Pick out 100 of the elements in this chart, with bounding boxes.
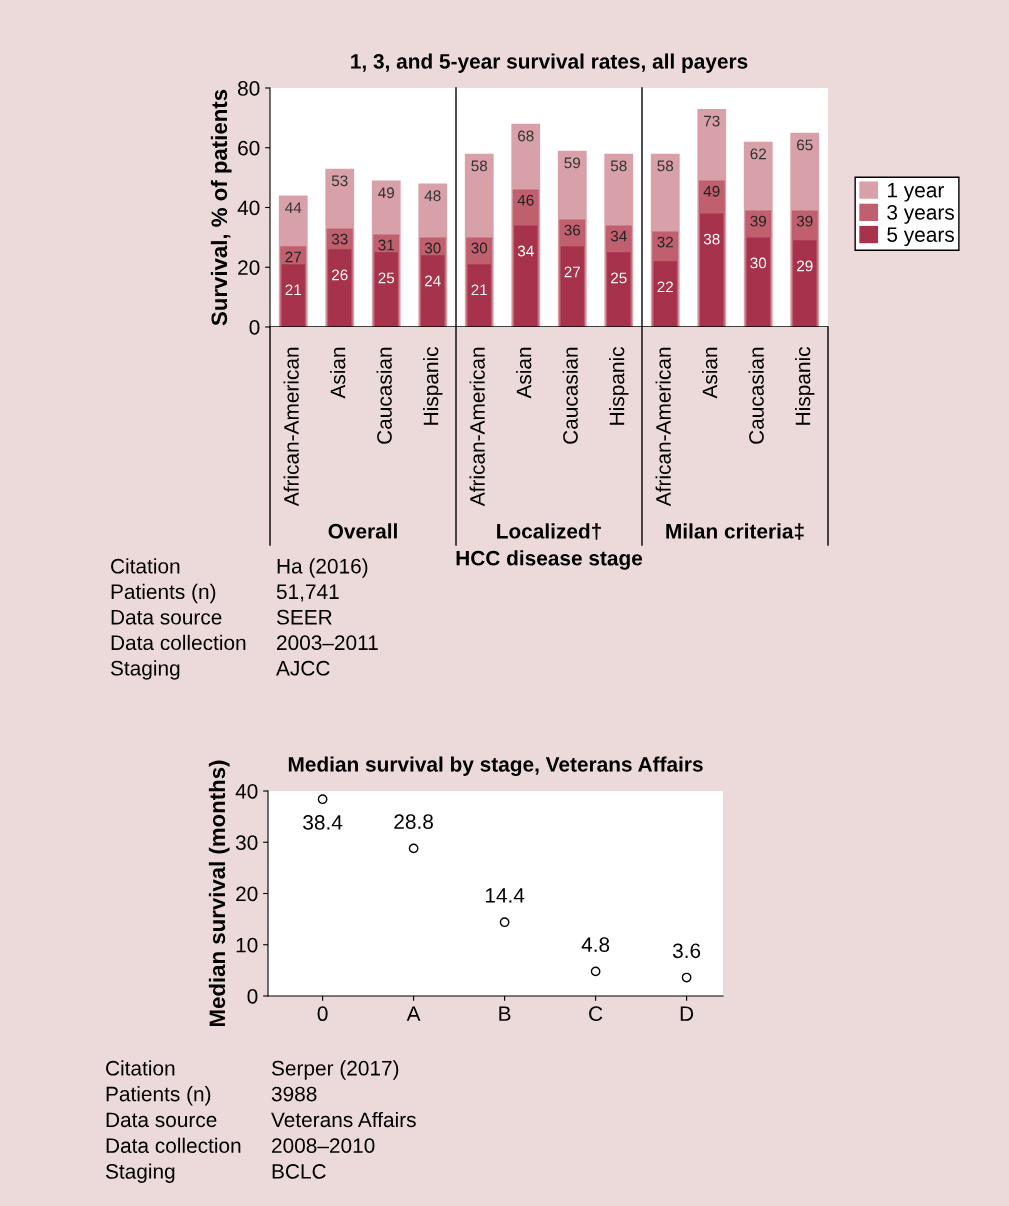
data-label: 21 [285, 284, 301, 296]
bar [746, 237, 770, 327]
point [317, 794, 328, 805]
text: Overall [328, 523, 397, 539]
bar [281, 264, 305, 327]
y-tick-label: 0 [249, 320, 260, 335]
text: 3988 [271, 1086, 317, 1102]
data-label: 46 [517, 194, 534, 206]
data-label: 31 [378, 239, 394, 251]
bar [467, 264, 491, 327]
x-tick-label: Caucasian [376, 347, 392, 444]
y-axis-title: Median survival (months) [208, 760, 230, 1026]
x-tick-label: Asian [702, 347, 718, 399]
text: Staging [105, 1163, 175, 1183]
text: Patients (n) [106, 1086, 211, 1106]
bar [607, 252, 631, 327]
x-tick-label: Hispanic [795, 346, 815, 425]
x-tick-label: A [406, 1006, 421, 1021]
data-label: 30 [471, 242, 488, 254]
point [681, 972, 692, 983]
data-label: 53 [331, 175, 348, 187]
x-tick-label: 0 [317, 1006, 328, 1022]
text: Data source [106, 1112, 217, 1128]
text: Citation [106, 1060, 175, 1076]
bar [421, 255, 445, 327]
y-tick-label: 40 [235, 784, 258, 799]
x-axis-title: HCC disease stage [456, 550, 643, 570]
data-label: 22 [657, 281, 673, 293]
data-label: 39 [796, 215, 813, 227]
data-label: 32 [657, 236, 673, 248]
x-tick-label: Caucasian [562, 347, 578, 444]
text: Staging [110, 660, 180, 680]
bar [700, 213, 724, 327]
data-label: 30 [750, 257, 767, 269]
point [408, 843, 419, 854]
data-label: 44 [285, 202, 302, 213]
data-label: 49 [703, 185, 720, 197]
text: Patients (n) [111, 583, 216, 604]
data-label: 28.8 [394, 814, 433, 829]
y-tick-label: 0 [247, 989, 258, 1004]
bar [514, 225, 538, 327]
y-axis-title: Survival, % of patients [210, 89, 232, 326]
data-label: 24 [425, 275, 441, 287]
bar [374, 252, 398, 327]
x-tick-label: Hispanic [423, 346, 443, 425]
bar [653, 261, 677, 327]
legend-label: 1 year [888, 182, 944, 202]
data-label: 62 [750, 148, 766, 160]
text: SEER [276, 609, 332, 625]
x-tick-label: African-American [469, 347, 485, 507]
point [590, 966, 601, 977]
data-label: 58 [471, 160, 488, 172]
text: Serper (2017) [271, 1060, 399, 1080]
y-tick-label: 20 [238, 260, 260, 275]
text: Citation [111, 558, 180, 574]
x-tick-label: African-American [655, 347, 671, 507]
data-label: 25 [378, 272, 395, 284]
data-label: 68 [518, 130, 534, 142]
data-label: 73 [704, 115, 720, 127]
text: Veterans Affairs [271, 1111, 416, 1128]
data-label: 14.4 [485, 888, 525, 903]
bar [793, 240, 817, 327]
data-label: 25 [611, 272, 627, 284]
data-label: 29 [797, 260, 813, 272]
text: 51,741 [276, 584, 339, 602]
text: AJCC [276, 660, 330, 676]
data-label: 58 [610, 160, 627, 172]
x-tick-label: Asian [330, 347, 346, 399]
legend-label: 5 years [887, 227, 954, 247]
text: Localized† [497, 523, 601, 540]
y-tick-label: 40 [237, 200, 260, 216]
data-label: 21 [471, 284, 487, 296]
x-tick-label: C [589, 1006, 603, 1022]
data-label: 27 [564, 266, 580, 278]
y-tick-label: 30 [235, 835, 258, 850]
data-label: 4.8 [581, 937, 610, 952]
data-label: 38.4 [303, 815, 343, 830]
legend-label: 3 years [887, 204, 954, 224]
text: 2003–2011 [277, 635, 378, 651]
chart-title: 1, 3, and 5-year survival rates, all payers [351, 53, 748, 73]
text: Data collection [111, 634, 246, 651]
data-label: 58 [657, 160, 674, 172]
data-label: 49 [378, 187, 395, 199]
y-tick-label: 20 [236, 886, 258, 902]
x-tick-label: D [680, 1006, 694, 1021]
data-label: 39 [750, 215, 767, 227]
text: BCLC [272, 1164, 326, 1179]
data-label: 26 [332, 269, 348, 281]
x-tick-label: Caucasian [748, 347, 764, 444]
bar [328, 249, 352, 327]
data-label: 65 [797, 139, 813, 151]
data-label: 59 [564, 157, 581, 169]
y-tick-label: 60 [238, 140, 260, 156]
x-tick-label: Asian [516, 347, 532, 399]
x-tick-label: B [499, 1006, 511, 1021]
data-label: 48 [424, 190, 441, 202]
point [499, 917, 510, 928]
text: 2008–2010 [272, 1138, 375, 1153]
x-tick-label: African-American [283, 347, 299, 507]
bar [560, 246, 584, 327]
